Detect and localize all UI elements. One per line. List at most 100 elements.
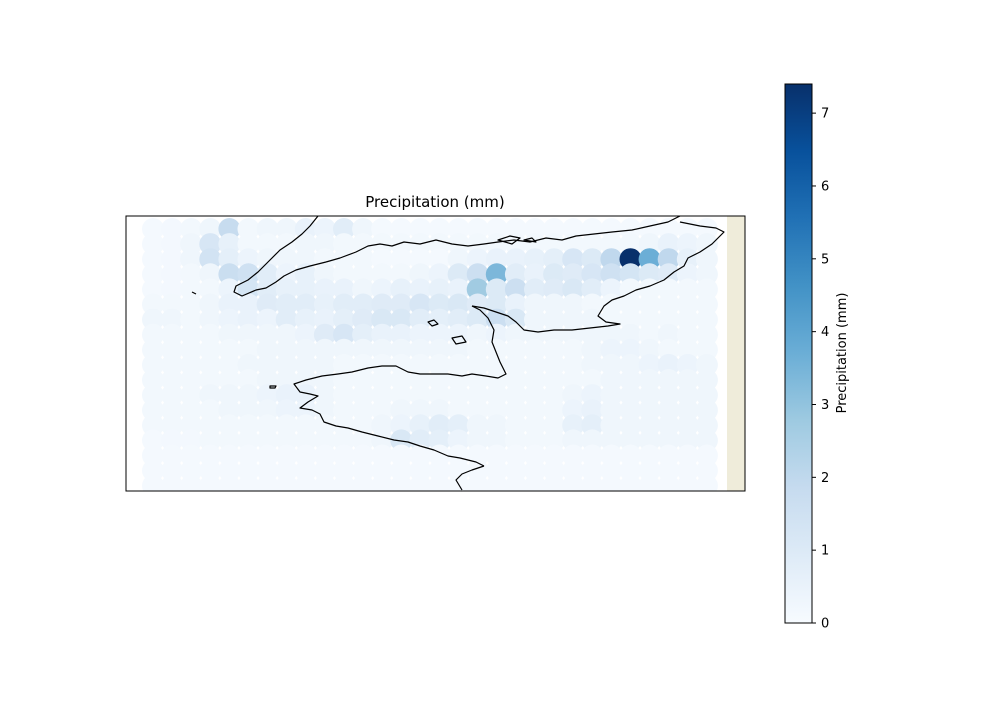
precip-cell: [237, 474, 260, 491]
precip-cell: [447, 308, 470, 331]
precip-cell: [218, 399, 241, 422]
precip-cell: [466, 263, 489, 286]
precip-cell: [313, 293, 336, 316]
precip-cell: [256, 399, 279, 422]
precip-cell: [256, 323, 279, 346]
precip-cell: [237, 278, 260, 301]
precip-cell: [562, 278, 585, 301]
precip-cell: [638, 399, 661, 422]
precip-cell: [581, 338, 604, 361]
precip-cell: [352, 474, 375, 491]
colorbar-ramp: [784, 83, 813, 624]
precip-cell: [333, 278, 355, 301]
precip-cell: [199, 369, 222, 391]
precip-cell: [676, 263, 699, 286]
precip-cell: [371, 353, 394, 376]
precip-cell: [161, 459, 184, 482]
precip-cell: [676, 384, 699, 407]
precip-cell: [504, 384, 527, 407]
precip-cell: [447, 444, 470, 467]
precip-cell: [581, 429, 604, 452]
precip-cell: [543, 218, 566, 240]
precip-cell: [504, 429, 527, 452]
precip-cell: [352, 384, 375, 407]
precip-cell: [447, 248, 470, 271]
precip-cell: [218, 384, 241, 407]
precip-cell: [504, 323, 527, 346]
precip-cell: [275, 459, 298, 482]
precip-cell: [352, 218, 375, 240]
precip-cell: [199, 429, 222, 452]
precip-cell: [333, 459, 355, 482]
precip-cell: [619, 369, 642, 391]
precip-cell: [256, 308, 279, 331]
precip-cell: [676, 308, 699, 331]
precip-cell: [466, 474, 489, 491]
precip-cell: [600, 444, 623, 467]
precip-cell: [161, 353, 184, 376]
precip-cell: [142, 293, 164, 316]
precip-cell: [333, 444, 355, 467]
precip-cell: [524, 308, 546, 331]
precip-cell: [142, 263, 164, 286]
precip-cell: [371, 414, 394, 437]
precip-cell: [409, 218, 432, 240]
precip-cell: [581, 233, 604, 256]
precip-cell: [657, 233, 680, 256]
precip-cell: [237, 293, 260, 316]
precip-cell: [275, 218, 298, 240]
map-frame: [125, 215, 746, 492]
precip-cell: [466, 308, 489, 331]
island-4: [191, 291, 197, 295]
precip-cell: [237, 233, 260, 256]
precip-cell: [313, 338, 336, 361]
precip-cell: [218, 293, 241, 316]
precip-cell: [695, 474, 718, 491]
precip-cell: [237, 263, 260, 286]
precip-cell: [294, 323, 317, 346]
precip-cell: [390, 384, 413, 407]
precip-cell: [676, 399, 699, 422]
precip-cell: [199, 248, 222, 271]
precip-cell: [237, 459, 260, 482]
precip-cell: [600, 399, 623, 422]
precip-cell: [524, 218, 546, 240]
precip-cell: [142, 278, 164, 301]
precip-cell: [333, 323, 355, 346]
precip-cells: [142, 218, 718, 491]
precip-cell: [600, 338, 623, 361]
precip-cell: [371, 369, 394, 391]
precip-cell: [275, 248, 298, 271]
coastline-brittany: [293, 305, 507, 467]
precip-cell: [294, 414, 317, 437]
precip-cell: [142, 399, 164, 422]
precip-cell: [237, 323, 260, 346]
precip-cell: [161, 323, 184, 346]
precip-cell: [600, 414, 623, 437]
precip-cell: [275, 308, 298, 331]
precip-cell: [294, 353, 317, 376]
precip-cell: [638, 338, 661, 361]
precip-cell: [161, 474, 184, 491]
precip-cell: [485, 429, 508, 452]
precip-cell: [180, 248, 203, 271]
precip-cell: [676, 338, 699, 361]
precip-cell: [275, 323, 298, 346]
precip-cell: [504, 474, 527, 491]
precip-cell: [638, 459, 661, 482]
precip-cell: [333, 414, 355, 437]
precip-cell: [543, 308, 566, 331]
precip-cell: [695, 308, 718, 331]
precip-cell: [333, 308, 355, 331]
colorbar-tick-label: 6: [821, 179, 829, 194]
precip-cell: [485, 263, 508, 286]
precip-cell: [619, 218, 642, 240]
precip-cell: [657, 278, 680, 301]
precip-cell: [371, 308, 394, 331]
precip-cell: [524, 474, 546, 491]
precip-cell: [371, 248, 394, 271]
precip-cell: [619, 429, 642, 452]
precip-cell: [543, 369, 566, 391]
coastline-england-east: [471, 221, 725, 333]
precip-cell: [161, 414, 184, 437]
